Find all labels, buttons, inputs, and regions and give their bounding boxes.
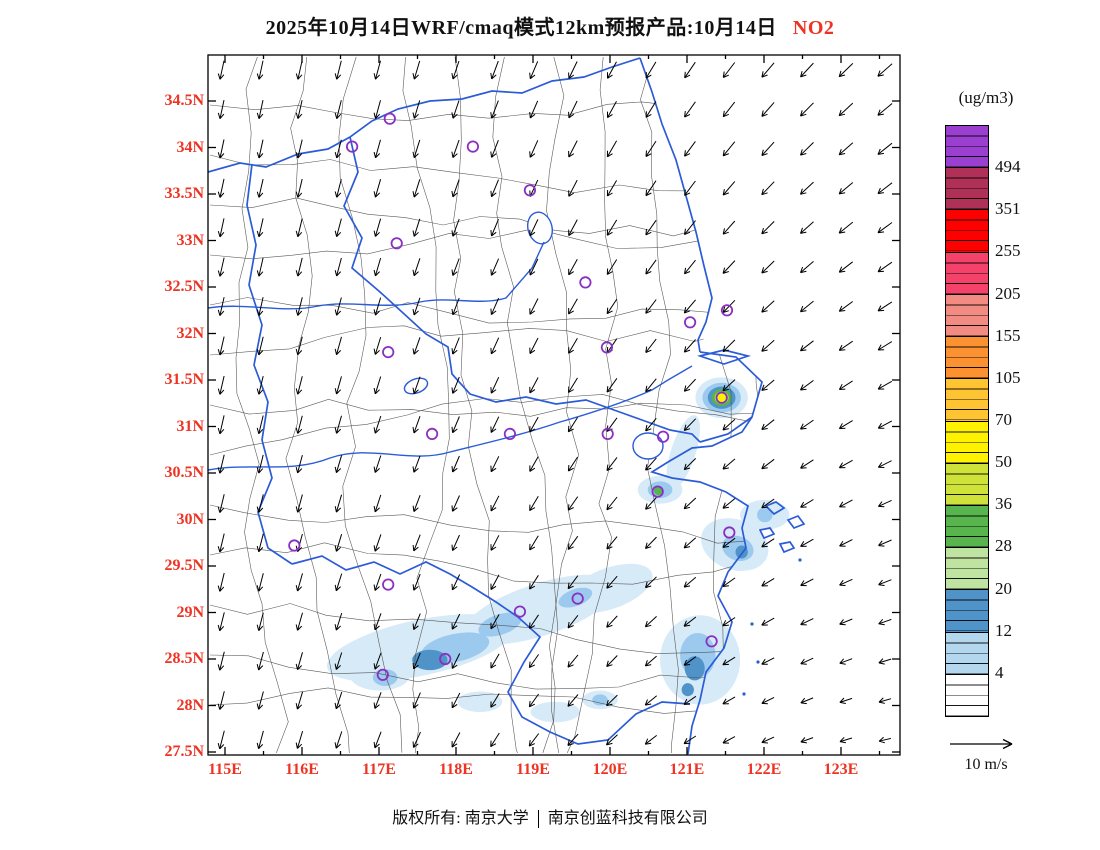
lat-tick-label: 31.5N bbox=[164, 371, 204, 388]
city-marker bbox=[579, 276, 592, 289]
colorbar-tick-label: 36 bbox=[995, 494, 1012, 514]
county-boundaries bbox=[209, 56, 762, 754]
city-marker bbox=[601, 427, 614, 440]
city-marker bbox=[513, 605, 527, 618]
city-marker bbox=[439, 652, 452, 666]
lat-tick-label: 33N bbox=[176, 231, 204, 249]
city-marker bbox=[600, 341, 614, 354]
map-frame bbox=[207, 54, 901, 756]
city-marker bbox=[683, 316, 697, 329]
title-species-label: NO2 bbox=[792, 17, 835, 39]
lat-tick-label: 29N bbox=[176, 603, 204, 621]
colorbar-tick-label: 205 bbox=[995, 283, 1021, 303]
colorbar-units-label: (ug/m3) bbox=[958, 88, 1014, 107]
city-marker bbox=[651, 485, 664, 498]
lat-tick-label: 28.5N bbox=[164, 650, 204, 667]
colorbar-tick-label: 12 bbox=[995, 620, 1012, 640]
city-markers bbox=[288, 112, 736, 681]
colorbar bbox=[945, 125, 989, 717]
colorbar-tick-label: 4 bbox=[995, 662, 1004, 682]
city-marker bbox=[382, 578, 395, 591]
lon-tick-label: 122E bbox=[746, 761, 782, 778]
colorbar-tick-label: 351 bbox=[995, 199, 1021, 219]
colorbar-segment bbox=[946, 126, 988, 169]
colorbar-tick-label: 155 bbox=[995, 325, 1021, 345]
page-title: 2025年10月14日WRF/cmaq模式12km预报产品:10月14日 NO2 bbox=[0, 11, 1100, 40]
lon-tick-label: 123E bbox=[823, 761, 859, 778]
lat-tick-label: 29.5N bbox=[164, 557, 204, 574]
colorbar-segment bbox=[946, 463, 988, 506]
lon-tick-label: 118E bbox=[439, 761, 473, 778]
colorbar-segment bbox=[946, 505, 988, 549]
city-marker bbox=[503, 427, 516, 440]
city-marker bbox=[383, 112, 396, 125]
lon-tick-label: 121E bbox=[669, 761, 705, 778]
city-marker bbox=[390, 237, 403, 250]
copyright-footer: 版权所有: 南京大学 南京创蓝科技有限公司 bbox=[0, 804, 1100, 829]
copyright-company: 南京创蓝科技有限公司 bbox=[547, 810, 708, 827]
city-marker bbox=[382, 345, 395, 359]
lat-tick-label: 30N bbox=[176, 510, 204, 528]
city-marker bbox=[466, 140, 479, 153]
city-marker bbox=[656, 430, 670, 443]
lon-tick-label: 119E bbox=[516, 761, 550, 778]
rivers bbox=[208, 241, 693, 471]
title-text: 2025年10月14日WRF/cmaq模式12km预报产品:10月14日 bbox=[265, 17, 777, 39]
lakes bbox=[403, 211, 664, 460]
colorbar-tick-label: 70 bbox=[995, 410, 1012, 429]
wind-reference-label: 10 m/s bbox=[964, 756, 1008, 773]
wind-vectors bbox=[217, 60, 893, 750]
colorbar-tick-label: 255 bbox=[995, 241, 1021, 261]
lat-tick-label: 32N bbox=[176, 324, 204, 342]
colorbar-segment bbox=[946, 252, 988, 295]
colorbar-segment bbox=[946, 210, 988, 253]
lat-tick-label: 32.5N bbox=[164, 278, 204, 295]
city-marker bbox=[723, 526, 736, 539]
footer-divider bbox=[537, 810, 539, 829]
lat-tick-label: 28N bbox=[176, 696, 204, 714]
colorbar-segment bbox=[946, 337, 988, 380]
colorbar-segment bbox=[946, 168, 988, 211]
colorbar-segment bbox=[946, 294, 988, 338]
lat-tick-label: 34N bbox=[176, 138, 204, 156]
colorbar-tick-label: 28 bbox=[995, 536, 1012, 556]
colorbar-segment bbox=[946, 548, 988, 591]
colorbar-segment bbox=[946, 379, 988, 422]
city-marker bbox=[345, 140, 359, 153]
colorbar-segment bbox=[946, 590, 988, 633]
city-marker bbox=[376, 668, 389, 681]
wind-reference-arrow bbox=[950, 738, 1013, 750]
colorbar-tick-label: 20 bbox=[995, 578, 1012, 598]
city-marker bbox=[705, 635, 718, 648]
city-marker bbox=[523, 184, 537, 197]
copyright-owner: 版权所有: 南京大学 bbox=[392, 810, 529, 827]
lon-tick-label: 115E bbox=[208, 761, 242, 778]
lat-tick-label: 30.5N bbox=[164, 464, 204, 481]
city-marker bbox=[425, 427, 439, 440]
lon-tick-label: 116E bbox=[285, 761, 319, 778]
colorbar-tick-label: 50 bbox=[995, 452, 1012, 472]
lon-tick-label: 117E bbox=[362, 761, 396, 778]
colorbar-tick-label: 494 bbox=[995, 157, 1021, 177]
pollution-fill-layer bbox=[326, 377, 790, 723]
city-marker bbox=[720, 304, 734, 317]
lat-tick-label: 27.5N bbox=[164, 743, 204, 760]
city-marker bbox=[715, 391, 728, 404]
lat-tick-label: 31N bbox=[176, 417, 204, 435]
colorbar-segment bbox=[946, 674, 988, 717]
city-marker bbox=[288, 539, 301, 552]
lon-tick-label: 120E bbox=[592, 761, 628, 778]
city-marker bbox=[571, 592, 584, 605]
colorbar-segment bbox=[946, 421, 988, 464]
colorbar-segment bbox=[946, 632, 988, 675]
lat-tick-label: 33.5N bbox=[164, 185, 204, 202]
lat-tick-label: 34.5N bbox=[164, 92, 204, 109]
colorbar-tick-label: 105 bbox=[995, 367, 1021, 387]
